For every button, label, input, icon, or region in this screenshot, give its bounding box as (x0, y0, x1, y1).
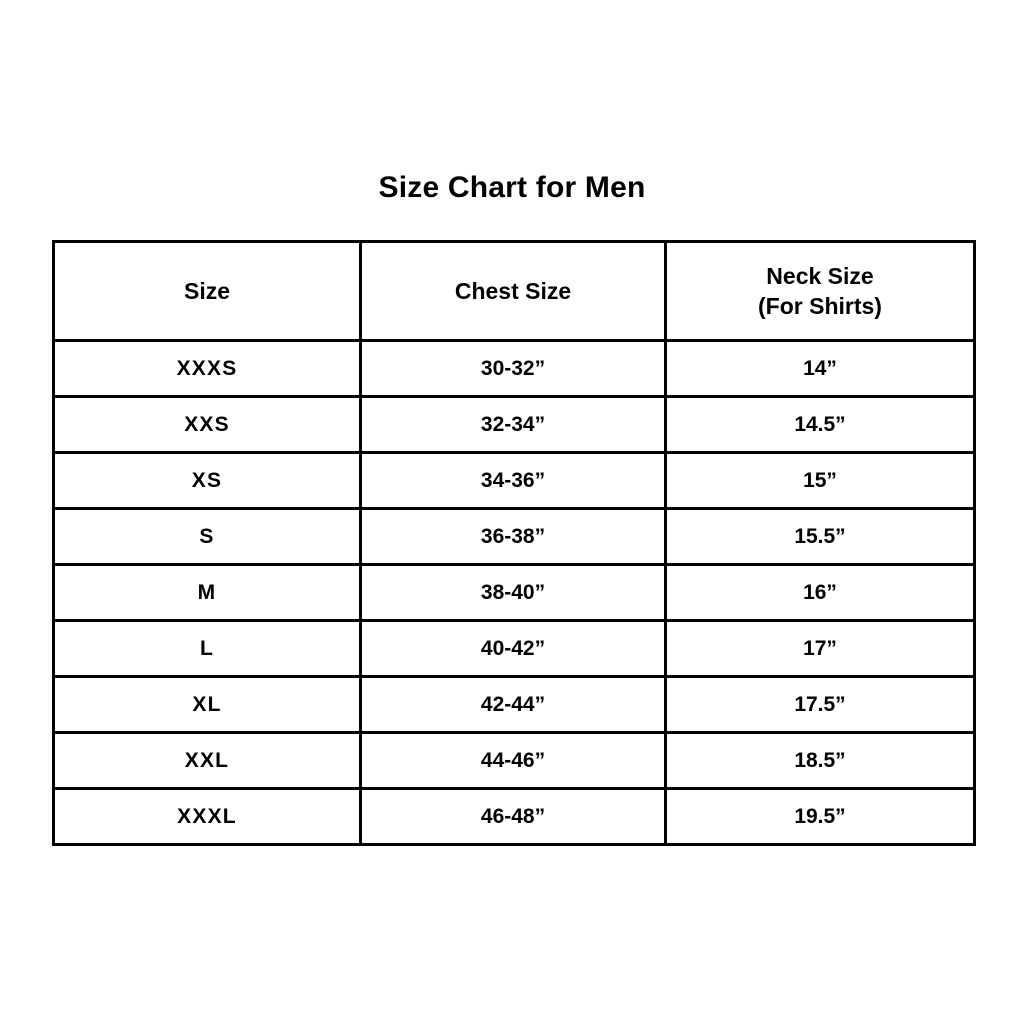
cell-chest-size: 32-34” (359, 395, 667, 454)
table-header-row: Size Chest Size Neck Size (For Shirts) (52, 240, 976, 342)
table-row: M 38-40” 16” (52, 563, 976, 622)
cell-chest-size: 38-40” (359, 563, 667, 622)
column-header-neck-size-line1: Neck Size (766, 263, 874, 289)
page-title: Size Chart for Men (378, 171, 646, 204)
cell-size: XL (52, 675, 362, 734)
column-header-chest-size: Chest Size (359, 240, 667, 342)
cell-neck-size: 14” (664, 339, 976, 398)
column-header-size: Size (52, 240, 362, 342)
cell-neck-size: 14.5” (664, 395, 976, 454)
cell-neck-size: 17.5” (664, 675, 976, 734)
column-header-neck-size-line2: (For Shirts) (758, 293, 882, 319)
cell-chest-size: 34-36” (359, 451, 667, 510)
cell-chest-size: 46-48” (359, 787, 667, 846)
cell-neck-size: 15” (664, 451, 976, 510)
table-row: XS 34-36” 15” (52, 451, 976, 510)
cell-size: XXS (52, 395, 362, 454)
cell-size: XXL (52, 731, 362, 790)
cell-size: XXXS (52, 339, 362, 398)
cell-size: M (52, 563, 362, 622)
table-row: S 36-38” 15.5” (52, 507, 976, 566)
cell-size: L (52, 619, 362, 678)
cell-neck-size: 16” (664, 563, 976, 622)
cell-chest-size: 36-38” (359, 507, 667, 566)
size-chart-table: Size Chest Size Neck Size (For Shirts) X… (52, 240, 976, 846)
table-row: XXXL 46-48” 19.5” (52, 787, 976, 846)
table-row: L 40-42” 17” (52, 619, 976, 678)
cell-chest-size: 42-44” (359, 675, 667, 734)
table-row: XL 42-44” 17.5” (52, 675, 976, 734)
cell-neck-size: 17” (664, 619, 976, 678)
table-row: XXS 32-34” 14.5” (52, 395, 976, 454)
cell-neck-size: 15.5” (664, 507, 976, 566)
cell-neck-size: 19.5” (664, 787, 976, 846)
cell-size: XXXL (52, 787, 362, 846)
table-row: XXXS 30-32” 14” (52, 339, 976, 398)
cell-chest-size: 40-42” (359, 619, 667, 678)
cell-neck-size: 18.5” (664, 731, 976, 790)
cell-chest-size: 44-46” (359, 731, 667, 790)
cell-size: XS (52, 451, 362, 510)
cell-size: S (52, 507, 362, 566)
cell-chest-size: 30-32” (359, 339, 667, 398)
table-header: Size Chest Size Neck Size (For Shirts) (52, 240, 976, 342)
table-row: XXL 44-46” 18.5” (52, 731, 976, 790)
column-header-neck-size: Neck Size (For Shirts) (664, 240, 976, 342)
table-body: XXXS 30-32” 14” XXS 32-34” 14.5” XS 34-3… (52, 339, 976, 846)
